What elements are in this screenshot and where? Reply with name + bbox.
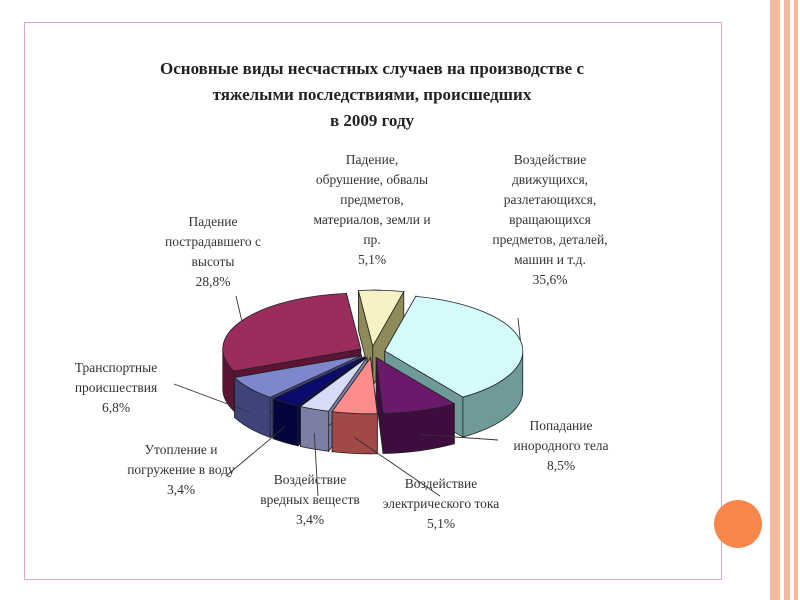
chart-title-line: в 2009 году bbox=[329, 111, 415, 130]
slice-label: Попадание инородного тела 8,5% bbox=[496, 416, 626, 476]
slice-label-line: Падение bbox=[188, 214, 238, 229]
slice-label-line: инородного тела bbox=[513, 438, 609, 453]
slice-label-line: Падение, bbox=[345, 152, 399, 167]
chart-title: Основные виды несчастных случаев на прои… bbox=[24, 56, 720, 134]
slice-value: 35,6% bbox=[532, 272, 568, 287]
slice-label-line: Воздействие bbox=[513, 152, 587, 167]
pie-slice bbox=[331, 356, 378, 415]
leader-line bbox=[420, 434, 499, 441]
slice-label-line: предметов, деталей, bbox=[492, 232, 608, 247]
slice-value: 8,5% bbox=[546, 458, 576, 473]
chart-title-line: тяжелыми последствиями, происшедших bbox=[212, 85, 532, 104]
pie-slice bbox=[299, 357, 368, 412]
pie-slice bbox=[233, 355, 362, 398]
slice-label-line: Попадание bbox=[529, 418, 593, 433]
slice-label: Падение пострадавшего с высоты 28,8% bbox=[148, 212, 278, 292]
slice-label-line: пострадавшего с bbox=[164, 234, 262, 249]
slice-label-line: погружение в воду bbox=[127, 462, 235, 477]
slice-label-line: разлетающихся, bbox=[503, 192, 597, 207]
slice-value: 3,4% bbox=[166, 482, 196, 497]
slice-label: Транспортные происшествия 6,8% bbox=[60, 358, 172, 418]
slice-label-line: движущихся, bbox=[511, 172, 589, 187]
slice-label-line: электрического тока bbox=[382, 496, 500, 511]
slice-label: Падение, обрушение, обвалы предметов, ма… bbox=[292, 150, 452, 270]
decorative-stripe bbox=[794, 0, 798, 600]
pie-slice bbox=[222, 292, 362, 372]
slice-label-line: вращающихся bbox=[509, 212, 591, 227]
chart-title-line: Основные виды несчастных случаев на прои… bbox=[160, 59, 584, 78]
leader-line bbox=[225, 426, 286, 477]
decorative-stripe bbox=[784, 0, 790, 600]
leader-line bbox=[235, 295, 243, 321]
slice-label-line: высоты bbox=[191, 254, 235, 269]
slice-value: 3,4% bbox=[295, 512, 325, 527]
slice-label-line: материалов, земли и bbox=[313, 212, 431, 227]
slice-value: 6,8% bbox=[101, 400, 131, 415]
leader-line bbox=[354, 437, 441, 497]
slice-label-line: Воздействие bbox=[273, 472, 347, 487]
slice-label-line: Воздействие bbox=[404, 476, 478, 491]
slice-label-line: машин и т.д. bbox=[514, 252, 586, 267]
decorative-circle bbox=[714, 500, 762, 548]
pie-slice-side bbox=[272, 398, 299, 447]
slice-value: 5,1% bbox=[426, 516, 456, 531]
pie-slice bbox=[375, 356, 456, 414]
slice-label-line: Утопление и bbox=[144, 442, 218, 457]
slice-label-line: обрушение, обвалы bbox=[315, 172, 429, 187]
slice-label: Воздействие электрического тока 5,1% bbox=[366, 474, 516, 534]
slice-label: Воздействие вредных веществ 3,4% bbox=[244, 470, 376, 530]
leader-line bbox=[313, 433, 319, 497]
slice-value: 5,1% bbox=[357, 252, 387, 267]
slice-label-line: Транспортные bbox=[74, 360, 158, 375]
leader-line bbox=[173, 383, 250, 413]
slice-label: Утопление и погружение в воду 3,4% bbox=[112, 440, 250, 500]
leader-line bbox=[517, 317, 521, 341]
decorative-stripe bbox=[770, 0, 780, 600]
pie-slice bbox=[272, 356, 365, 407]
slice-label-line: предметов, bbox=[340, 192, 404, 207]
pie-slice-side bbox=[331, 411, 378, 455]
slice-value: 28,8% bbox=[195, 274, 231, 289]
slice-label: Воздействие движущихся, разлетающихся, в… bbox=[470, 150, 630, 290]
slice-label-line: пр. bbox=[363, 232, 381, 247]
slice-label-line: вредных веществ bbox=[260, 492, 360, 507]
slice-label-line: происшествия bbox=[74, 380, 158, 395]
